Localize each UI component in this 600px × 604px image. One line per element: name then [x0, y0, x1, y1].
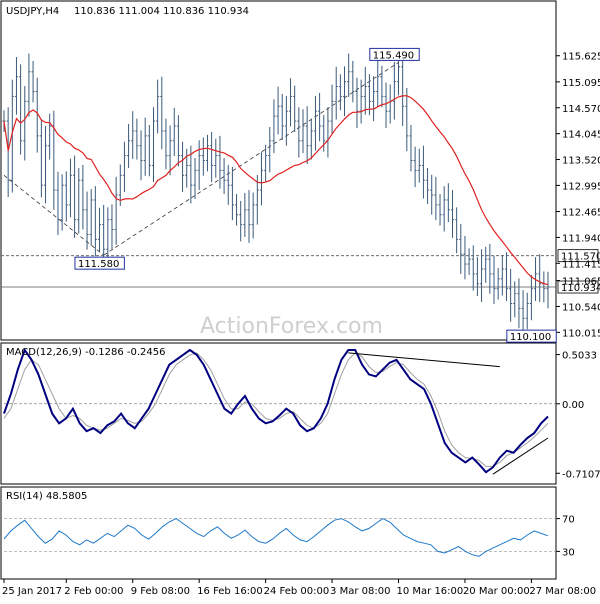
price-levels: 111.570 110.934	[1, 249, 600, 294]
x-tick-label: 20 Mar 00:00	[463, 586, 530, 597]
price-annotation-box	[369, 47, 420, 61]
macd-title: MACD(12,26,9) -0.1286 -0.2456	[6, 347, 166, 358]
rsi-panel-frame	[0, 486, 557, 580]
moving-average-line	[3, 95, 549, 286]
price-y-tick-label: 110.540	[562, 302, 600, 313]
x-tick-label: 16 Feb 16:00	[197, 586, 263, 597]
price-trendlines	[3, 62, 399, 256]
x-tick-label: 27 Mar 08:00	[529, 586, 596, 597]
price-annotations: 115.490 111.580 110.100	[74, 47, 557, 343]
price-level-tag-label: 111.570	[561, 252, 600, 263]
macd-y-axis: 0.5033 0.00 -0.7107	[556, 351, 600, 480]
price-y-tick-label: 113.520	[562, 156, 600, 167]
price-y-tick-label: 115.625	[562, 52, 600, 63]
rsi-lines	[3, 518, 556, 557]
price-panel-frame	[0, 0, 557, 341]
macd-trendline	[492, 437, 549, 475]
macd-panel-frame	[0, 342, 557, 485]
rsi-title: RSI(14) 48.5805	[6, 491, 87, 502]
x-tick-label: 9 Feb 08:00	[131, 586, 190, 597]
price-y-tick-label: 110.015	[562, 328, 600, 339]
macd-signal-line	[3, 352, 549, 467]
rsi-line	[3, 518, 549, 557]
macd-trendline	[348, 352, 500, 368]
watermark: ActionForex.com	[200, 314, 383, 339]
macd-y-tick-label: 0.5033	[562, 351, 597, 362]
macd-line	[3, 347, 549, 474]
macd-y-tick-label: -0.7107	[562, 469, 600, 480]
price-y-tick-label: 114.045	[562, 130, 600, 141]
x-tick-label: 3 Mar 08:00	[330, 586, 390, 597]
price-y-tick-label: 114.570	[562, 104, 600, 115]
price-y-tick-label: 111.415	[562, 259, 600, 270]
macd-y-tick-label: 0.00	[562, 400, 584, 411]
price-y-tick-label: 112.465	[562, 208, 600, 219]
price-title: USDJPY,H4	[6, 6, 59, 17]
price-y-tick-label: 111.065	[562, 277, 600, 288]
price-level-tag-box	[557, 249, 599, 263]
price-annotation-box	[74, 256, 125, 270]
x-tick-label: 25 Jan 2017	[2, 586, 62, 597]
rsi-y-tick-label: 70	[562, 515, 575, 526]
price-level-tag-box	[557, 280, 599, 294]
rsi-y-tick-label: 30	[562, 547, 575, 558]
price-annotation-box	[506, 329, 557, 343]
x-tick-label: 10 Mar 16:00	[397, 586, 464, 597]
price-annotation-label: 110.100	[510, 332, 551, 343]
price-ohlc-header: 110.836 111.004 110.836 110.934	[74, 6, 249, 17]
price-y-axis: 115.625 115.095 114.570 114.045 113.520 112.9…	[556, 52, 600, 339]
rsi-y-axis: 70 30	[556, 515, 575, 558]
price-level-tag-label: 110.934	[561, 283, 600, 294]
x-tick-label: 2 Feb 00:00	[64, 586, 123, 597]
x-axis: 25 Jan 2017 2 Feb 00:00 9 Feb 08:00 16 Feb …	[2, 579, 596, 597]
macd-lines	[3, 347, 556, 475]
price-trendline	[103, 62, 399, 256]
price-bars	[2, 51, 550, 334]
price-annotation-label: 115.490	[373, 50, 414, 61]
x-tick-label: 24 Feb 00:00	[264, 586, 330, 597]
price-y-tick-label: 111.940	[562, 233, 600, 244]
price-annotation-label: 111.580	[78, 259, 119, 270]
price-y-tick-label: 115.095	[562, 78, 600, 89]
price-y-tick-label: 112.995	[562, 181, 600, 192]
